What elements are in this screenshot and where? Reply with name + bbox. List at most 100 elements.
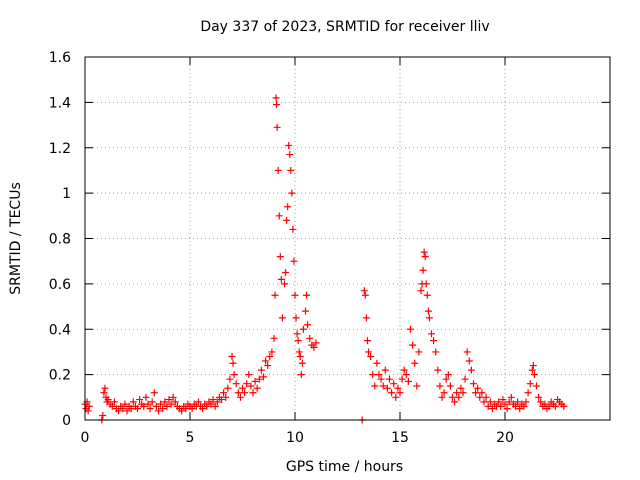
- data-point: [270, 334, 278, 342]
- data-points: [81, 94, 568, 424]
- data-point: [119, 405, 127, 413]
- data-point: [488, 405, 496, 413]
- data-point: [293, 330, 301, 338]
- data-point: [529, 362, 537, 370]
- data-point: [470, 380, 477, 388]
- data-point: [140, 402, 148, 410]
- data-point: [392, 393, 400, 401]
- data-point: [304, 321, 312, 329]
- data-point: [419, 266, 427, 274]
- data-point: [167, 400, 175, 408]
- data-point: [520, 402, 528, 410]
- data-point: [203, 402, 211, 410]
- data-point: [155, 407, 162, 415]
- data-point: [367, 352, 375, 360]
- data-point: [260, 373, 267, 381]
- data-point: [150, 389, 158, 397]
- data-point: [144, 400, 152, 408]
- data-point: [213, 398, 221, 406]
- data-point: [360, 287, 368, 295]
- data-point: [115, 407, 123, 415]
- data-point: [478, 389, 486, 397]
- data-point: [249, 389, 257, 397]
- data-point: [484, 402, 492, 410]
- data-point: [281, 280, 288, 288]
- data-point: [152, 402, 160, 410]
- data-point: [482, 393, 490, 401]
- y-tick-label: 0.2: [49, 368, 71, 384]
- data-point: [457, 384, 465, 392]
- data-point: [390, 380, 398, 388]
- y-tick-label: 0.6: [49, 277, 71, 293]
- data-point: [438, 393, 446, 401]
- data-point: [211, 402, 219, 410]
- data-point: [276, 253, 284, 261]
- data-point: [465, 357, 473, 365]
- data-point: [247, 382, 255, 390]
- data-point: [495, 398, 503, 406]
- data-point: [266, 352, 274, 360]
- data-point: [551, 402, 559, 410]
- data-point: [234, 389, 242, 397]
- data-point: [516, 405, 524, 413]
- data-point: [402, 371, 410, 379]
- x-axis-label: GPS time / hours: [286, 459, 403, 475]
- data-point: [432, 348, 440, 356]
- data-point: [285, 141, 293, 149]
- data-point: [461, 375, 469, 383]
- data-point: [381, 366, 389, 374]
- data-point: [467, 366, 475, 374]
- data-point: [220, 389, 228, 397]
- data-point: [275, 212, 283, 220]
- data-point: [230, 371, 238, 379]
- data-point: [514, 398, 522, 406]
- data-point: [436, 382, 444, 390]
- y-tick-label: 1.4: [49, 95, 71, 111]
- data-point: [522, 398, 530, 406]
- data-point: [207, 400, 215, 408]
- data-point: [371, 382, 379, 390]
- data-point: [453, 389, 461, 397]
- data-point: [560, 402, 568, 410]
- data-point: [288, 189, 296, 197]
- data-point: [157, 400, 165, 408]
- data-point: [440, 389, 448, 397]
- data-point: [388, 389, 396, 397]
- data-point: [451, 398, 459, 406]
- data-point: [282, 269, 290, 277]
- data-point: [362, 314, 370, 322]
- data-point: [273, 123, 281, 131]
- data-point: [398, 375, 406, 383]
- data-point: [420, 248, 428, 256]
- y-tick-label: 0.4: [49, 322, 71, 338]
- data-point: [283, 216, 291, 224]
- data-point: [284, 203, 292, 211]
- data-point: [123, 407, 131, 415]
- data-point: [271, 291, 279, 299]
- data-point: [245, 371, 253, 379]
- data-point: [409, 341, 417, 349]
- data-point: [424, 307, 432, 315]
- data-point: [243, 380, 251, 388]
- data-point: [361, 291, 369, 299]
- data-point: [104, 396, 112, 404]
- data-point: [289, 225, 297, 233]
- data-point: [434, 366, 442, 374]
- data-point: [169, 393, 177, 401]
- data-point: [165, 396, 173, 404]
- x-tick-label: 5: [186, 430, 195, 446]
- data-point: [312, 339, 320, 347]
- data-point: [272, 94, 280, 102]
- data-point: [232, 380, 240, 388]
- data-point: [446, 382, 454, 390]
- data-point: [377, 375, 385, 383]
- y-tick-label: 1.2: [49, 141, 71, 157]
- data-point: [148, 398, 156, 406]
- data-point: [199, 405, 207, 413]
- data-point: [297, 371, 305, 379]
- data-point: [413, 382, 421, 390]
- data-point: [101, 384, 109, 392]
- data-point: [291, 291, 299, 299]
- data-point: [423, 291, 431, 299]
- data-point: [241, 389, 249, 397]
